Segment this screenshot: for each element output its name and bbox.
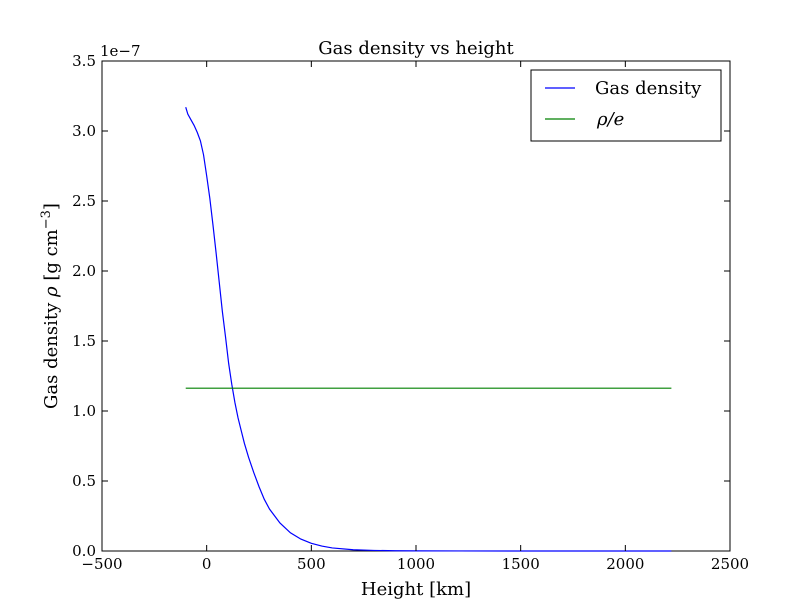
- x-tick-label: 1000: [397, 555, 435, 573]
- x-tick-label: 500: [297, 555, 326, 573]
- ticks-layer: −500 0 500 1000 1500 2000 2500 0.0 0.5 1.0 1.5 2.0 2…: [72, 52, 749, 573]
- y-tick-label: 0.0: [72, 542, 96, 560]
- legend: Gas density ρ/e: [530, 69, 722, 142]
- y-axis-label-exponent: −3: [39, 210, 54, 229]
- y-tick-label: 2.5: [72, 192, 96, 210]
- y-tick-label: 2.0: [72, 262, 96, 280]
- series-line-0: [185, 107, 672, 552]
- y-axis-label-units-close: ]: [41, 203, 62, 210]
- chart-title: Gas density vs height: [318, 38, 514, 59]
- y-axis-label-units-open: [g cm: [41, 229, 62, 286]
- y-axis-label-rho: ρ: [41, 286, 62, 298]
- y-tick-label: 1.0: [72, 402, 96, 420]
- y-axis-label-prefix: Gas density: [41, 297, 62, 409]
- x-tick-label: 0: [202, 555, 212, 573]
- y-tick-label: 1.5: [72, 332, 96, 350]
- legend-entry-gas-density: Gas density: [595, 78, 702, 99]
- legend-entry-rho-over-e: ρ/e: [596, 109, 624, 130]
- y-tick-label: 3.0: [72, 122, 96, 140]
- legend-box: [530, 69, 722, 142]
- x-tick-label: 1500: [502, 555, 540, 573]
- y-axis-offset-label: 1e−7: [100, 42, 141, 60]
- series-layer: [185, 107, 672, 552]
- plot-area: [101, 60, 731, 552]
- x-tick-label: 2500: [711, 555, 749, 573]
- y-tick-label: 0.5: [72, 472, 96, 490]
- y-tick-label: 3.5: [72, 52, 96, 70]
- x-tick-label: −500: [81, 555, 122, 573]
- y-axis-label: Gas density ρ [g cm−3]: [39, 203, 62, 409]
- x-tick-label: 2000: [606, 555, 644, 573]
- x-axis-label: Height [km]: [361, 579, 471, 600]
